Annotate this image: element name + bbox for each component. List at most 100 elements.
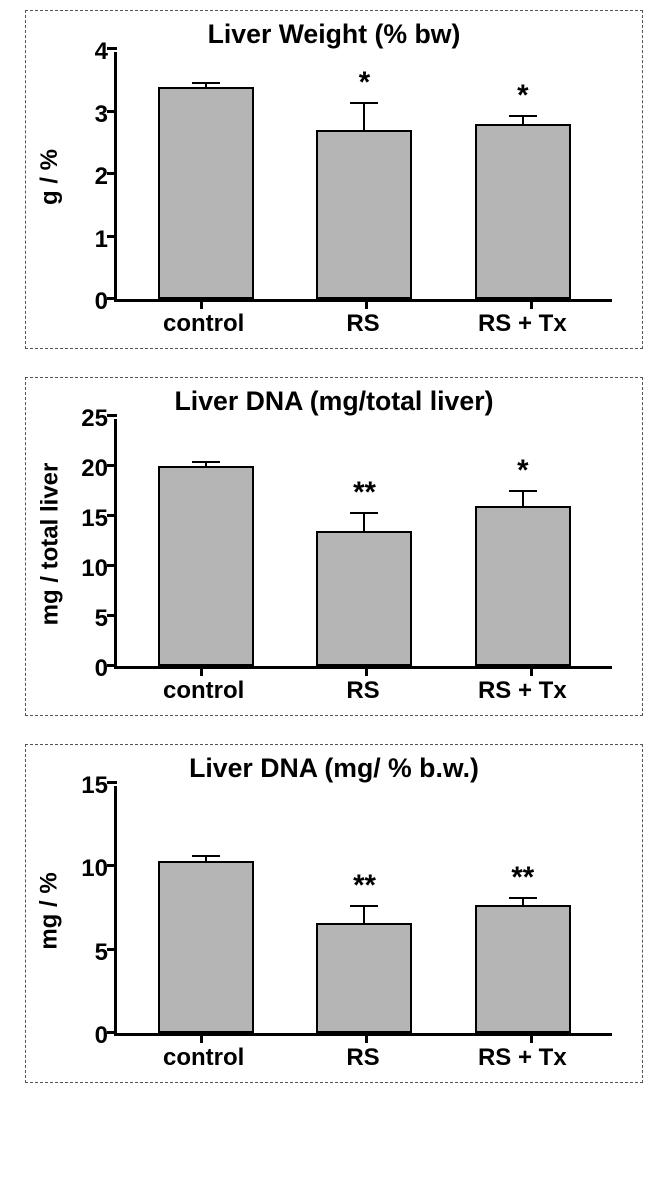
x-tick-mark	[365, 299, 368, 309]
x-axis-label: control	[124, 1044, 283, 1072]
y-axis-label: g / %	[36, 149, 64, 205]
bar-slot: **	[285, 531, 443, 666]
error-bar	[350, 102, 378, 132]
x-axis-labels: controlRSRS + Tx	[114, 1036, 612, 1072]
plot-area: ** **	[114, 786, 612, 1036]
y-tick-mark	[107, 172, 117, 175]
bar-slot	[127, 87, 285, 300]
y-tick-label: 0	[95, 288, 108, 316]
error-bar	[509, 115, 537, 126]
bar-slot	[127, 466, 285, 666]
panel-liver-weight: Liver Weight (% bw)g / %01234**controlRS…	[25, 10, 643, 349]
y-tick-label: 10	[81, 555, 108, 583]
panel-title: Liver DNA (mg/ % b.w.)	[26, 753, 642, 784]
y-tick-mark	[107, 235, 117, 238]
x-tick-mark	[365, 1033, 368, 1043]
y-tick-label: 4	[95, 38, 108, 66]
x-tick-mark	[530, 1033, 533, 1043]
error-bar	[509, 897, 537, 907]
panel-liver-dna-total: Liver DNA (mg/total liver) mg / total liv…	[25, 377, 643, 716]
x-axis-label: RS + Tx	[443, 310, 602, 338]
y-tick-label: 3	[95, 101, 108, 129]
bar-slot: *	[285, 130, 443, 299]
y-tick-label: 10	[81, 855, 108, 883]
x-tick-mark	[200, 666, 203, 676]
x-axis-label: RS + Tx	[443, 677, 602, 705]
y-tick-label: 15	[81, 772, 108, 800]
panel-title: Liver Weight (% bw)	[26, 19, 642, 50]
y-tick-mark	[107, 297, 117, 300]
y-tick-mark	[107, 110, 117, 113]
significance-marker: *	[517, 79, 528, 113]
x-axis-label: RS	[283, 310, 442, 338]
bar-slot: **	[444, 905, 602, 1033]
bar: **	[475, 905, 571, 1033]
y-tick-mark	[107, 514, 117, 517]
x-tick-mark	[530, 666, 533, 676]
bar: *	[316, 130, 412, 299]
x-axis-label: RS	[283, 677, 442, 705]
chart-row: mg / total liver0510152025***	[26, 419, 642, 669]
figure: Liver Weight (% bw)g / %01234**controlRS…	[0, 0, 668, 1113]
error-bar	[350, 905, 378, 925]
y-tick-mark	[107, 464, 117, 467]
chart-row: g / %01234**	[26, 52, 642, 302]
x-tick-mark	[200, 1033, 203, 1043]
y-tick-labels: 051015	[74, 786, 114, 1036]
x-axis-labels: controlRSRS + Tx	[114, 669, 612, 705]
y-tick-mark	[107, 781, 117, 784]
bar	[158, 466, 254, 666]
y-tick-mark	[107, 414, 117, 417]
x-axis-label: RS	[283, 1044, 442, 1072]
bars: **	[117, 52, 612, 299]
y-tick-label: 0	[95, 655, 108, 683]
y-tick-label: 2	[95, 163, 108, 191]
bar: **	[316, 531, 412, 666]
y-tick-label: 5	[95, 605, 108, 633]
bar-slot: *	[444, 506, 602, 666]
panel-title: Liver DNA (mg/total liver)	[26, 386, 642, 417]
significance-marker: *	[359, 66, 370, 100]
significance-marker: **	[353, 869, 376, 903]
significance-marker: *	[517, 454, 528, 488]
error-bar	[192, 82, 220, 88]
y-tick-mark	[107, 47, 117, 50]
significance-marker: **	[511, 861, 534, 895]
y-tick-label: 5	[95, 939, 108, 967]
x-axis-label: control	[124, 677, 283, 705]
y-tick-mark	[107, 614, 117, 617]
y-tick-labels: 01234	[74, 52, 114, 302]
significance-marker: **	[353, 476, 376, 510]
y-tick-labels: 0510152025	[74, 419, 114, 669]
bar: **	[316, 923, 412, 1033]
y-tick-label: 20	[81, 455, 108, 483]
x-axis-label: control	[124, 310, 283, 338]
y-tick-label: 0	[95, 1022, 108, 1050]
panel-liver-dna-pct: Liver DNA (mg/ % b.w.)mg / %051015****co…	[25, 744, 643, 1083]
y-tick-mark	[107, 1031, 117, 1034]
y-axis-label: mg / total liver	[36, 463, 64, 626]
x-tick-mark	[530, 299, 533, 309]
bar	[158, 861, 254, 1033]
y-tick-mark	[107, 864, 117, 867]
y-axis-label: mg / %	[36, 872, 64, 949]
bars: ***	[117, 419, 612, 666]
x-axis-label: RS + Tx	[443, 1044, 602, 1072]
bars: ** **	[117, 786, 612, 1033]
bar-slot	[127, 861, 285, 1033]
bar-slot: **	[285, 923, 443, 1033]
y-tick-label: 1	[95, 226, 108, 254]
error-bar	[192, 855, 220, 863]
error-bar	[350, 512, 378, 533]
plot-area: **	[114, 52, 612, 302]
x-axis-labels: controlRSRS + Tx	[114, 302, 612, 338]
y-tick-mark	[107, 664, 117, 667]
bar: *	[475, 506, 571, 666]
y-tick-label: 25	[81, 405, 108, 433]
x-tick-mark	[365, 666, 368, 676]
bar: *	[475, 124, 571, 299]
chart-row: mg / %051015****	[26, 786, 642, 1036]
y-tick-mark	[107, 948, 117, 951]
bar-slot: *	[444, 124, 602, 299]
error-bar	[509, 490, 537, 508]
